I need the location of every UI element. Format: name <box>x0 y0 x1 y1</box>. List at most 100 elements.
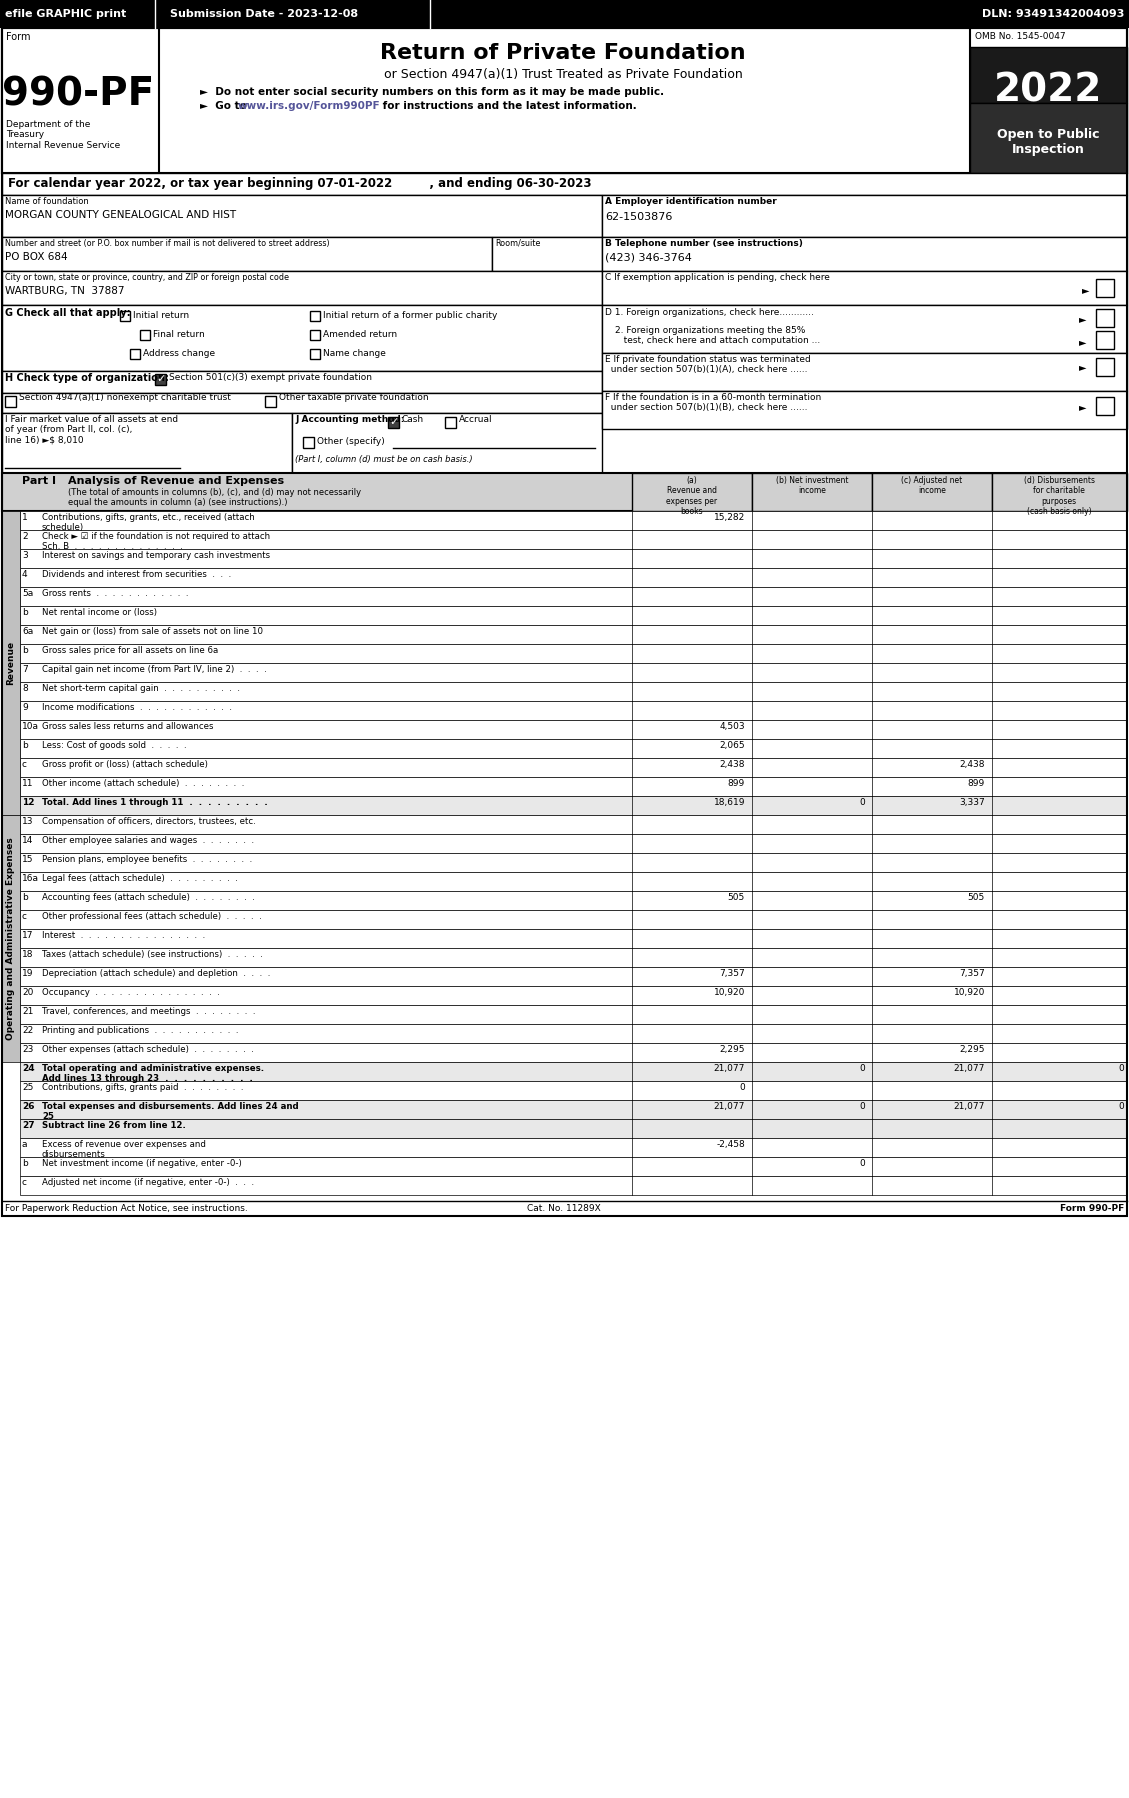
Bar <box>2 511 20 814</box>
Bar <box>20 644 1127 663</box>
Text: 25: 25 <box>21 1082 34 1091</box>
Text: Printing and publications  .  .  .  .  .  .  .  .  .  .  .: Printing and publications . . . . . . . … <box>42 1027 238 1036</box>
Text: Form: Form <box>6 32 30 41</box>
Text: Other employee salaries and wages  .  .  .  .  .  .  .: Other employee salaries and wages . . . … <box>42 836 254 845</box>
Text: ►: ► <box>1078 403 1086 412</box>
Bar <box>140 331 150 340</box>
Text: b: b <box>21 608 28 617</box>
Text: Pension plans, employee benefits  .  .  .  .  .  .  .  .: Pension plans, employee benefits . . . .… <box>42 856 252 865</box>
Text: (b) Net investment
income: (b) Net investment income <box>776 476 848 496</box>
Text: 20: 20 <box>21 987 34 998</box>
Text: For Paperwork Reduction Act Notice, see instructions.: For Paperwork Reduction Act Notice, see … <box>5 1205 247 1214</box>
Text: Interest  .  .  .  .  .  .  .  .  .  .  .  .  .  .  .  .: Interest . . . . . . . . . . . . . . . . <box>42 931 205 940</box>
Bar <box>2 414 292 473</box>
Text: 26: 26 <box>21 1102 35 1111</box>
Text: Total. Add lines 1 through 11  .  .  .  .  .  .  .  .  .: Total. Add lines 1 through 11 . . . . . … <box>42 798 268 807</box>
Bar <box>970 29 1127 173</box>
Bar <box>20 814 1127 834</box>
Text: 19: 19 <box>21 969 34 978</box>
Text: Net short-term capital gain  .  .  .  .  .  .  .  .  .  .: Net short-term capital gain . . . . . . … <box>42 683 240 692</box>
Text: 8: 8 <box>21 683 28 692</box>
Text: Room/suite: Room/suite <box>495 239 541 248</box>
Text: www.irs.gov/Form990PF: www.irs.gov/Form990PF <box>238 101 380 111</box>
Text: Net gain or (loss) from sale of assets not on line 10: Net gain or (loss) from sale of assets n… <box>42 628 263 636</box>
Bar <box>20 606 1127 626</box>
Text: WARTBURG, TN  37887: WARTBURG, TN 37887 <box>5 286 124 297</box>
Bar <box>20 872 1127 892</box>
Text: Compensation of officers, directors, trustees, etc.: Compensation of officers, directors, tru… <box>42 816 256 825</box>
Text: 10a: 10a <box>21 723 40 732</box>
Text: 6a: 6a <box>21 628 33 636</box>
Bar <box>5 396 16 406</box>
Text: A Employer identification number: A Employer identification number <box>605 198 777 207</box>
Text: 7: 7 <box>21 665 28 674</box>
Text: 2,295: 2,295 <box>719 1045 745 1054</box>
Text: (423) 346-3764: (423) 346-3764 <box>605 254 692 263</box>
Text: 21: 21 <box>21 1007 34 1016</box>
Text: J Accounting method:: J Accounting method: <box>295 415 404 424</box>
Text: 0: 0 <box>859 1160 865 1169</box>
Text: 2,438: 2,438 <box>960 761 984 770</box>
Text: Travel, conferences, and meetings  .  .  .  .  .  .  .  .: Travel, conferences, and meetings . . . … <box>42 1007 255 1016</box>
Bar <box>1096 358 1114 376</box>
Bar <box>20 663 1127 681</box>
Text: 12: 12 <box>21 798 35 807</box>
Text: Part I: Part I <box>21 476 56 485</box>
Bar <box>20 1118 1127 1138</box>
Text: 15: 15 <box>21 856 34 865</box>
Text: Gross profit or (loss) (attach schedule): Gross profit or (loss) (attach schedule) <box>42 761 208 770</box>
Bar <box>20 681 1127 701</box>
Text: Initial return: Initial return <box>133 311 190 320</box>
Text: ►: ► <box>1078 315 1086 324</box>
Text: 5a: 5a <box>21 590 33 599</box>
Bar <box>20 1176 1127 1196</box>
Text: Other expenses (attach schedule)  .  .  .  .  .  .  .  .: Other expenses (attach schedule) . . . .… <box>42 1045 254 1054</box>
Text: (d) Disbursements
for charitable
purposes
(cash basis only): (d) Disbursements for charitable purpose… <box>1024 476 1094 516</box>
Text: Net rental income or (loss): Net rental income or (loss) <box>42 608 157 617</box>
Text: Total operating and administrative expenses.
Add lines 13 through 23  .  .  .  .: Total operating and administrative expen… <box>42 1064 264 1084</box>
Bar <box>20 1156 1127 1176</box>
Text: Accounting fees (attach schedule)  .  .  .  .  .  .  .  .: Accounting fees (attach schedule) . . . … <box>42 894 255 903</box>
Bar <box>292 414 602 473</box>
Bar <box>970 102 1127 173</box>
Text: or Section 4947(a)(1) Trust Treated as Private Foundation: or Section 4947(a)(1) Trust Treated as P… <box>384 68 743 81</box>
Text: Analysis of Revenue and Expenses: Analysis of Revenue and Expenses <box>68 476 285 485</box>
Text: 11: 11 <box>21 779 34 788</box>
Text: Occupancy  .  .  .  .  .  .  .  .  .  .  .  .  .  .  .  .: Occupancy . . . . . . . . . . . . . . . … <box>42 987 220 998</box>
Text: D 1. Foreign organizations, check here............: D 1. Foreign organizations, check here..… <box>605 307 814 316</box>
Text: Other taxable private foundation: Other taxable private foundation <box>279 394 429 403</box>
Bar <box>602 390 1127 430</box>
Text: b: b <box>21 1160 28 1169</box>
Bar <box>20 948 1127 967</box>
Text: 2,065: 2,065 <box>719 741 745 750</box>
Text: Gross rents  .  .  .  .  .  .  .  .  .  .  .  .: Gross rents . . . . . . . . . . . . <box>42 590 189 599</box>
Text: 62-1503876: 62-1503876 <box>605 212 673 221</box>
Bar <box>120 311 130 322</box>
Text: -2,458: -2,458 <box>716 1140 745 1149</box>
Text: 21,077: 21,077 <box>714 1102 745 1111</box>
Text: 3: 3 <box>21 550 28 559</box>
Bar <box>20 967 1127 985</box>
Text: Revenue: Revenue <box>7 640 16 685</box>
Text: c: c <box>21 912 27 921</box>
Text: Other income (attach schedule)  .  .  .  .  .  .  .  .: Other income (attach schedule) . . . . .… <box>42 779 244 788</box>
Text: 13: 13 <box>21 816 34 825</box>
Text: c: c <box>21 1178 27 1187</box>
Text: Address change: Address change <box>143 349 216 358</box>
Text: B Telephone number (see instructions): B Telephone number (see instructions) <box>605 239 803 248</box>
Bar <box>2 814 20 1063</box>
Text: efile GRAPHIC print: efile GRAPHIC print <box>5 9 126 20</box>
Text: Adjusted net income (if negative, enter -0-)  .  .  .: Adjusted net income (if negative, enter … <box>42 1178 254 1187</box>
Text: 2. Foreign organizations meeting the 85%
   test, check here and attach computat: 2. Foreign organizations meeting the 85%… <box>615 325 821 345</box>
Text: Total expenses and disbursements. Add lines 24 and
25: Total expenses and disbursements. Add li… <box>42 1102 299 1122</box>
Text: 0: 0 <box>859 1102 865 1111</box>
Text: Legal fees (attach schedule)  .  .  .  .  .  .  .  .  .: Legal fees (attach schedule) . . . . . .… <box>42 874 238 883</box>
Text: Cash: Cash <box>402 415 425 424</box>
Text: Subtract line 26 from line 12.: Subtract line 26 from line 12. <box>42 1120 186 1129</box>
Bar <box>20 892 1127 910</box>
Text: Interest on savings and temporary cash investments: Interest on savings and temporary cash i… <box>42 550 270 559</box>
Text: 2,438: 2,438 <box>719 761 745 770</box>
Text: Gross sales price for all assets on line 6a: Gross sales price for all assets on line… <box>42 645 218 654</box>
Text: 18: 18 <box>21 949 34 958</box>
Text: I Fair market value of all assets at end
of year (from Part II, col. (c),
line 1: I Fair market value of all assets at end… <box>5 415 178 444</box>
